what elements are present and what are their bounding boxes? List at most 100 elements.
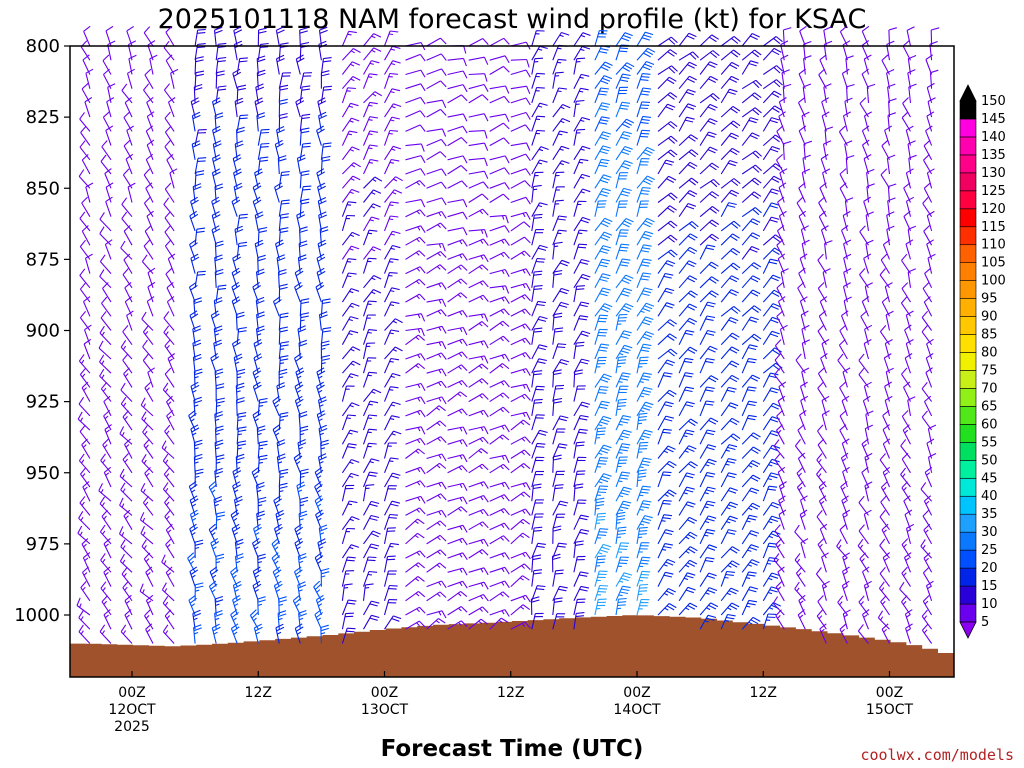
barb-half-feather — [389, 389, 394, 391]
barb-feather — [212, 171, 221, 177]
wind-barb — [145, 182, 154, 203]
wind-barb — [124, 594, 133, 616]
barb-feather — [235, 100, 244, 105]
wind-barb — [194, 43, 206, 61]
barb-feather — [142, 425, 148, 433]
wind-barb — [236, 326, 247, 345]
barb-half-feather — [146, 628, 151, 633]
barb-shaft — [163, 204, 175, 218]
barb-feather — [599, 528, 609, 530]
barb-feather — [120, 240, 126, 249]
wind-barb — [256, 112, 266, 132]
barb-feather — [347, 87, 356, 90]
barb-feather — [281, 170, 290, 173]
barb-feather — [214, 342, 223, 347]
wind-barb — [256, 510, 265, 530]
barb-feather — [576, 441, 585, 444]
barb-half-feather — [122, 474, 125, 479]
barb-half-feather — [639, 381, 644, 383]
wind-barb — [147, 367, 156, 388]
wind-barb — [105, 125, 114, 146]
wind-barb — [102, 54, 112, 75]
barb-half-feather — [234, 475, 239, 479]
barb-feather — [192, 114, 201, 120]
barb-shaft — [107, 44, 112, 61]
barb-feather — [253, 413, 262, 419]
barb-half-feather — [83, 572, 88, 576]
barb-feather — [208, 481, 216, 488]
barb-shaft — [164, 188, 175, 203]
barb-feather — [536, 257, 546, 260]
barb-half-feather — [215, 617, 220, 621]
barb-shaft — [193, 456, 196, 473]
barb-shaft — [80, 132, 91, 146]
barb-feather — [122, 581, 129, 589]
barb-feather — [210, 538, 219, 544]
wind-barb — [257, 397, 268, 416]
wind-barb — [230, 623, 240, 644]
wind-barb — [194, 28, 206, 47]
terrain-area — [70, 615, 954, 677]
barb-feather — [619, 47, 629, 50]
barb-feather — [164, 211, 171, 219]
barb-feather — [236, 126, 245, 131]
barb-feather — [555, 199, 564, 202]
barb-feather — [146, 111, 155, 117]
barb-half-feather — [166, 615, 171, 619]
barb-feather — [236, 311, 245, 316]
barb-half-feather — [388, 33, 394, 36]
barb-feather — [250, 609, 257, 616]
barb-shaft — [79, 118, 91, 132]
barb-feather — [121, 197, 128, 205]
barb-feather — [252, 580, 261, 587]
wind-barb — [257, 27, 267, 47]
barb-half-feather — [165, 501, 170, 506]
barb-feather — [189, 566, 198, 572]
barb-feather — [120, 339, 127, 348]
barb-feather — [555, 384, 565, 387]
barb-shaft — [254, 215, 259, 232]
wind-barb — [127, 182, 136, 203]
barb-feather — [256, 86, 265, 91]
wind-barb — [278, 482, 288, 502]
barb-half-feather — [194, 376, 199, 379]
barb-feather — [80, 125, 87, 133]
barb-feather — [100, 453, 106, 461]
wind-barb — [232, 253, 241, 274]
barb-feather — [276, 57, 285, 63]
wind-barb — [165, 26, 175, 47]
barb-shaft — [194, 44, 199, 61]
barb-feather — [144, 196, 151, 204]
barb-feather — [78, 511, 84, 519]
barb-feather — [99, 254, 106, 262]
barb-feather — [277, 456, 286, 461]
barb-shaft — [170, 72, 175, 89]
barb-feather — [142, 495, 149, 504]
barb-feather — [107, 40, 116, 46]
barb-feather — [101, 296, 108, 304]
barb-feather — [142, 325, 149, 333]
barb-half-feather — [211, 589, 216, 593]
barb-feather — [254, 526, 262, 533]
barb-feather — [215, 371, 224, 376]
wind-barb — [278, 199, 290, 217]
barb-shaft — [105, 187, 112, 203]
barb-shaft — [146, 116, 154, 132]
barb-half-feather — [164, 601, 169, 606]
barb-half-feather — [213, 631, 218, 635]
barb-feather — [638, 533, 647, 535]
barb-half-feather — [192, 432, 197, 436]
wind-barb — [193, 297, 203, 317]
barb-feather — [191, 100, 200, 106]
barb-feather — [128, 40, 137, 46]
barb-shaft — [163, 317, 175, 331]
barb-feather — [278, 272, 287, 276]
barb-shaft — [363, 33, 375, 47]
barb-feather — [214, 470, 224, 475]
barb-feather — [139, 583, 144, 592]
wind-barb — [276, 453, 286, 473]
wind-barb — [100, 581, 112, 602]
wind-barb — [166, 281, 175, 303]
barb-feather — [280, 174, 290, 177]
barb-feather — [257, 599, 266, 603]
